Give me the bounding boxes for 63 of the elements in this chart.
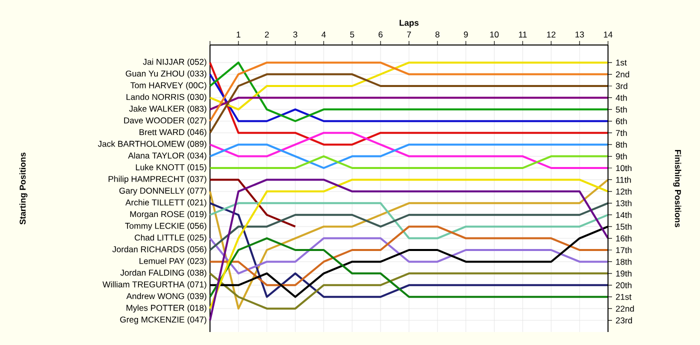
y-tick-label: 22nd [616,305,634,312]
x-tick-label: 2 [264,32,269,38]
x-tick-label: 8 [435,31,440,38]
x-tick-label: 7 [407,32,411,38]
y-tick-label: 2nd [616,71,630,78]
y-tick-label: 6th [616,118,627,124]
series-label: Jordan FALDING (038) [120,269,206,278]
series-label: Brett WARD (046) [140,128,206,137]
series-label: Guan Yu ZHOU (033) [126,70,206,78]
series-label: Chad LITTLE (025) [134,234,206,242]
y-tick-label: 9th [616,153,627,160]
y-tick-label: 20th [616,282,632,288]
y-tick-label: 3rd [616,82,628,90]
y-tick-label: 1st [616,60,627,66]
series-label: William TREGURTHA (071) [102,281,206,290]
x-tick-label: 10 [490,31,499,38]
y-tick-label: 17th [616,246,632,254]
series-label: Archie TILLETT (021) [125,199,206,208]
x-tick-label: 3 [293,31,298,38]
y-tick-label: 5th [616,106,627,113]
y-tick-label: 12th [616,188,632,195]
text: Starting Positions [19,152,28,224]
series-label: Philip HAMPRECHT (037) [108,176,206,184]
series-label: Lando NORRIS (030) [126,94,206,102]
y-tick-label: 21st [616,294,632,300]
x-tick-label: 13 [576,31,584,38]
x-tick-label: 12 [547,32,556,38]
series-label: Jai NIJJAR (052) [142,58,206,67]
series-label: Dave WOODER (027) [124,117,206,126]
series-label: Luke KNOTT (015) [136,164,206,172]
series-label: Greg MCKENZIE (047) [120,316,206,324]
x-tick-label: 9 [464,31,468,38]
series-label: Jordan RICHARDS (056) [112,246,206,254]
series-label: Jack BARTHOLOMEW (089) [98,140,206,149]
series-label: Lemuel PAY (023) [140,258,206,266]
y-axis-title: Finishing Positions [673,150,682,228]
y-tick-label: 16th [616,235,632,242]
series-label: Morgan ROSE (019) [130,210,206,219]
y-tick-label: 15th [616,223,632,230]
y-tick-label: 10th [616,164,632,172]
y-tick-label: 7th [616,130,627,136]
y-tick-label: 11th [616,176,631,183]
series-label: Tom HARVEY (00C) [130,82,206,90]
x-tick-label: 4 [322,32,326,38]
x-tick-label: 11 [518,32,527,38]
text: Tommy LECKIE (056) [125,222,206,231]
y-tick-label: 8th [616,141,627,148]
x-axis-title: Laps [400,20,419,28]
series-label: Jake WALKER (083) [129,105,206,114]
y-tick-label: 4th [616,94,627,101]
y-tick-label: 18th [616,258,632,265]
x-tick-label: 1 [236,32,240,38]
series-label: Andrew WONG (039) [126,292,206,301]
series-label: Gary DONNELLY (077) [119,187,206,196]
x-tick-label: 14 [604,32,612,38]
y-tick-label: 14th [616,212,632,218]
y-tick-label: 13th [616,200,632,206]
x-tick-label: 6 [378,31,383,38]
y-tick-label: 23rd [616,317,632,324]
y-tick-label: 19th [616,270,632,277]
series-label: Alana TAYLOR (034) [128,152,206,160]
series-label: Myles POTTER (018) [126,304,206,313]
x-tick-label: 5 [350,32,354,38]
